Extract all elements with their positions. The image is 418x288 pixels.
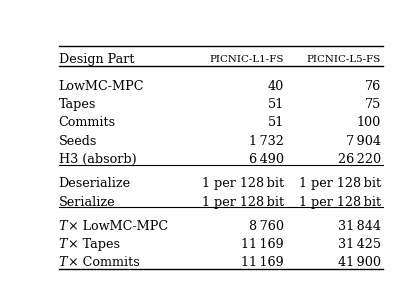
Text: 6 490: 6 490: [249, 153, 284, 166]
Text: 7 904: 7 904: [346, 134, 381, 148]
Text: H3 (absorb): H3 (absorb): [59, 153, 137, 166]
Text: 11 169: 11 169: [241, 256, 284, 270]
Text: 1 per 128 bit: 1 per 128 bit: [202, 177, 284, 190]
Text: PICNIC-L1-FS: PICNIC-L1-FS: [209, 55, 284, 64]
Text: Deserialize: Deserialize: [59, 177, 131, 190]
Text: 11 169: 11 169: [241, 238, 284, 251]
Text: 1 732: 1 732: [249, 134, 284, 148]
Text: 75: 75: [364, 98, 381, 111]
Text: 1 per 128 bit: 1 per 128 bit: [299, 177, 381, 190]
Text: T: T: [59, 220, 67, 233]
Text: 31 844: 31 844: [338, 220, 381, 233]
Text: 8 760: 8 760: [249, 220, 284, 233]
Text: Seeds: Seeds: [59, 134, 97, 148]
Text: Serialize: Serialize: [59, 196, 115, 209]
Text: Design Part: Design Part: [59, 53, 134, 66]
Text: × Commits: × Commits: [68, 256, 140, 270]
Text: 1 per 128 bit: 1 per 128 bit: [202, 196, 284, 209]
Text: 41 900: 41 900: [338, 256, 381, 270]
Text: T: T: [59, 238, 67, 251]
Text: Commits: Commits: [59, 116, 116, 129]
Text: 51: 51: [268, 98, 284, 111]
Text: 1 per 128 bit: 1 per 128 bit: [299, 196, 381, 209]
Text: × Tapes: × Tapes: [68, 238, 120, 251]
Text: Tapes: Tapes: [59, 98, 96, 111]
Text: PICNIC-L5-FS: PICNIC-L5-FS: [307, 55, 381, 64]
Text: 51: 51: [268, 116, 284, 129]
Text: 26 220: 26 220: [338, 153, 381, 166]
Text: 100: 100: [357, 116, 381, 129]
Text: 40: 40: [268, 80, 284, 93]
Text: × LowMC-MPC: × LowMC-MPC: [68, 220, 168, 233]
Text: 76: 76: [365, 80, 381, 93]
Text: T: T: [59, 256, 67, 270]
Text: LowMC-MPC: LowMC-MPC: [59, 80, 144, 93]
Text: 31 425: 31 425: [338, 238, 381, 251]
